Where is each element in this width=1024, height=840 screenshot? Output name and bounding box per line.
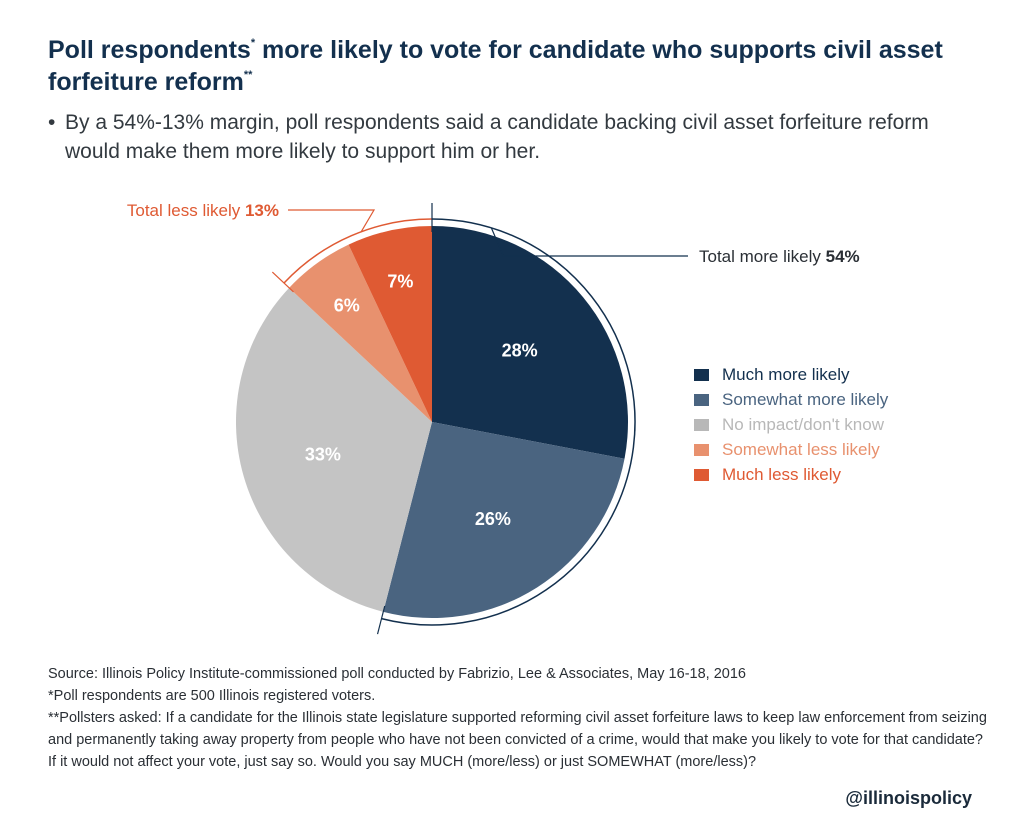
leader-total-less-likely [288, 209, 376, 233]
legend-swatch [694, 443, 709, 456]
chart-title: Poll respondents* more likely to vote fo… [48, 34, 988, 98]
legend-item-somewhat-less-likely: Somewhat less likely [694, 437, 888, 462]
title-footnote-mark-2: ** [243, 69, 253, 81]
legend-item-somewhat-more-likely: Somewhat more likely [694, 387, 888, 412]
legend-swatch [694, 393, 709, 406]
chart-legend: Much more likely Somewhat more likely No i… [694, 362, 888, 487]
legend-item-much-less-likely: Much less likely [694, 462, 888, 487]
leader-total-more-likely [490, 227, 688, 257]
footnote-question: **Pollsters asked: If a candidate for th… [48, 710, 987, 770]
footer-notes: Source: Illinois Policy Institute-commis… [48, 663, 988, 773]
legend-label: No impact/don't know [722, 414, 884, 434]
legend-label: Much less likely [722, 464, 842, 484]
footnote-respondents: *Poll respondents are 500 Illinois regis… [48, 688, 376, 704]
bullet-dot: • [48, 111, 56, 134]
title-footnote-mark-1: * [250, 37, 256, 49]
pie-slice-much-more-likely [432, 226, 628, 459]
social-handle: @illinoispolicy [845, 788, 972, 808]
label-total-more-likely-text: Total more likely [699, 247, 826, 266]
label-total-less-likely-value: 13% [245, 201, 279, 220]
label-total-less-likely-text: Total less likely [127, 201, 245, 220]
legend-label: Much more likely [722, 364, 850, 384]
title-part-1: Poll respondents [48, 36, 251, 64]
summary-bullet: • By a 54%-13% margin, poll respondents … [48, 108, 988, 166]
slice-label-no-impact-don-t-know: 33% [305, 445, 341, 465]
legend-item-no-impact-don-t-know: No impact/don't know [694, 412, 888, 437]
legend-swatch [694, 368, 709, 381]
summary-text: By a 54%-13% margin, poll respondents sa… [65, 111, 929, 163]
legend-label: Somewhat more likely [722, 389, 889, 409]
pie-slice-somewhat-more-likely [383, 422, 625, 618]
slice-label-much-less-likely: 7% [387, 271, 413, 291]
bracket-more-end-tick [376, 605, 386, 635]
label-total-more-likely: Total more likely 54% [699, 247, 860, 266]
label-total-more-likely-value: 54% [826, 247, 860, 266]
title-part-2: more likely to vote for candidate who su… [48, 36, 943, 96]
slice-label-much-more-likely: 28% [502, 341, 538, 361]
pie-slice-no-impact-don-t-know [236, 287, 432, 612]
label-total-less-likely: Total less likely 13% [127, 201, 279, 220]
legend-label: Somewhat less likely [722, 439, 880, 459]
pie-slice-much-less-likely [348, 226, 432, 422]
bracket-total-more-likely [381, 218, 636, 626]
legend-item-much-more-likely: Much more likely [694, 362, 888, 387]
bracket-total-less-likely [283, 218, 433, 284]
pie-slice-somewhat-less-likely [289, 244, 432, 422]
bracket-less-start-tick [271, 271, 294, 293]
legend-swatch [694, 468, 709, 481]
slice-label-somewhat-more-likely: 26% [475, 509, 511, 529]
source-note: Source: Illinois Policy Institute-commis… [48, 666, 746, 682]
legend-swatch [694, 418, 709, 431]
slice-label-somewhat-less-likely: 6% [334, 296, 360, 316]
